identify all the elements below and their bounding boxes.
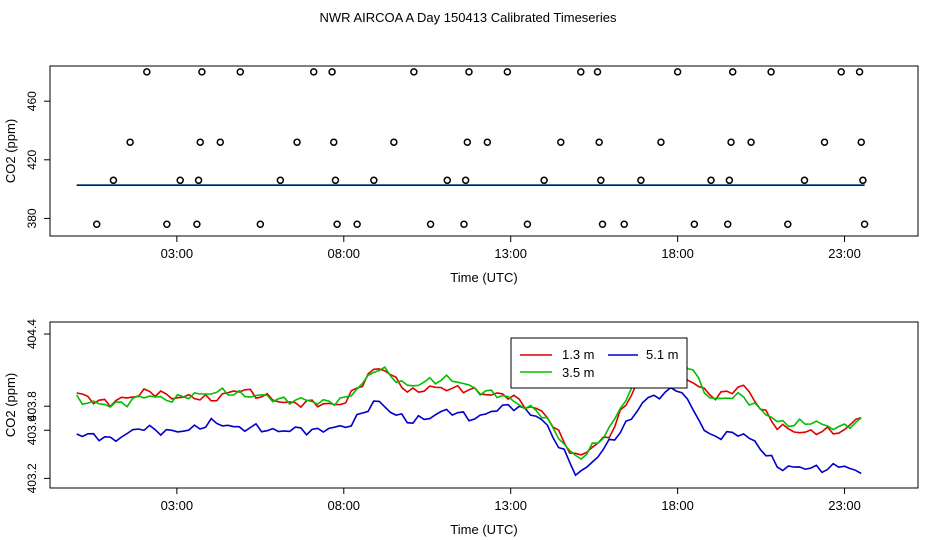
upper-data-point [800, 176, 809, 185]
upper-data-point [637, 176, 645, 185]
x-tick-label: 18:00 [661, 246, 694, 261]
y-tick-label: 403.6 [25, 415, 39, 445]
figure-title: NWR AIRCOA A Day 150413 Calibrated Times… [320, 10, 617, 25]
lower-plot-frame [49, 321, 919, 489]
lower-y-axis-label: CO2 (ppm) [3, 373, 18, 437]
lower-x-axis-label: Time (UTC) [450, 522, 517, 537]
upper-data-point [483, 138, 492, 146]
upper-data-point [193, 220, 201, 229]
upper-data-point [784, 220, 792, 229]
upper-data-point [236, 68, 245, 76]
upper-data-point [126, 138, 134, 146]
upper-data-point [426, 220, 435, 229]
x-tick-label: 08:00 [328, 498, 361, 513]
upper-data-point [747, 138, 755, 146]
upper-data-point [598, 220, 607, 229]
upper-data-point [523, 220, 532, 229]
upper-panel: 380 420 460 03:00 08:00 13:00 18:00 23:00 Time… [3, 65, 919, 285]
upper-data-point [540, 176, 548, 185]
upper-data-point [293, 138, 301, 146]
x-tick-label: 23:00 [828, 246, 861, 261]
x-tick-label: 23:00 [828, 498, 861, 513]
legend-label-1-3m: 1.3 m [562, 347, 595, 362]
upper-data-point [109, 176, 118, 185]
upper-data-point [194, 176, 203, 185]
upper-data-point [460, 220, 468, 229]
upper-data-point [620, 220, 628, 229]
legend: 1.3 m 3.5 m 5.1 m [510, 337, 688, 389]
upper-data-point [725, 176, 734, 185]
upper-x-axis-label: Time (UTC) [450, 270, 517, 285]
upper-plot-frame [49, 65, 919, 237]
series-line-5-1-m [76, 386, 862, 477]
upper-data-point [723, 220, 732, 229]
y-tick-label: 403.2 [25, 463, 39, 493]
upper-data-point [309, 68, 318, 76]
upper-data-point [503, 68, 512, 76]
upper-data-point [331, 176, 340, 185]
upper-data-point [837, 68, 845, 76]
y-tick-label: 380 [25, 208, 39, 228]
x-tick-label: 08:00 [328, 246, 361, 261]
upper-data-point [443, 176, 452, 185]
upper-data-point [410, 68, 418, 76]
upper-data-point [463, 138, 472, 146]
upper-data-point [855, 68, 864, 76]
upper-data-point [390, 138, 398, 146]
upper-data-point [690, 220, 699, 229]
upper-data-point [597, 176, 605, 185]
upper-data-point [333, 220, 341, 229]
upper-data-point [767, 68, 775, 76]
upper-data-point [820, 138, 829, 146]
upper-data-point [330, 138, 338, 146]
upper-data-point [595, 138, 603, 146]
upper-data-point [370, 176, 378, 185]
upper-data-point [353, 220, 361, 229]
upper-data-point [176, 176, 184, 185]
upper-data-point [860, 220, 869, 229]
upper-data-point [256, 220, 265, 229]
upper-data-point [92, 220, 101, 229]
y-tick-label: 404.4 [25, 319, 39, 349]
upper-data-point [216, 138, 225, 146]
upper-data-point [859, 176, 867, 185]
x-tick-label: 03:00 [161, 246, 194, 261]
legend-box [510, 337, 688, 389]
upper-data-point [143, 68, 151, 76]
upper-data-point [328, 68, 336, 76]
x-tick-label: 03:00 [161, 498, 194, 513]
legend-label-5-1m: 5.1 m [646, 347, 679, 362]
upper-data-point [198, 68, 206, 76]
x-tick-label: 13:00 [494, 498, 527, 513]
upper-data-point [857, 138, 865, 146]
upper-data-point [673, 68, 682, 76]
upper-data-point [707, 176, 715, 185]
upper-data-point [196, 138, 204, 146]
y-tick-label: 403.8 [25, 391, 39, 421]
series-line-1-3-m [76, 365, 862, 456]
legend-label-3-5m: 3.5 m [562, 365, 595, 380]
upper-data-point [593, 68, 602, 76]
upper-data-point [557, 138, 565, 146]
upper-data-point [657, 138, 665, 146]
y-tick-label: 460 [25, 91, 39, 111]
upper-data-point [276, 176, 285, 185]
y-tick-label: 420 [25, 149, 39, 169]
x-tick-label: 18:00 [661, 498, 694, 513]
upper-y-axis-label: CO2 (ppm) [3, 119, 18, 183]
upper-data-point [727, 138, 735, 146]
upper-data-point [163, 220, 171, 229]
upper-data-point [461, 176, 470, 185]
upper-data-point [728, 68, 737, 76]
upper-data-point [577, 68, 585, 76]
x-tick-label: 13:00 [494, 246, 527, 261]
upper-data-point [465, 68, 473, 76]
series-line-3-5-m [76, 349, 862, 460]
